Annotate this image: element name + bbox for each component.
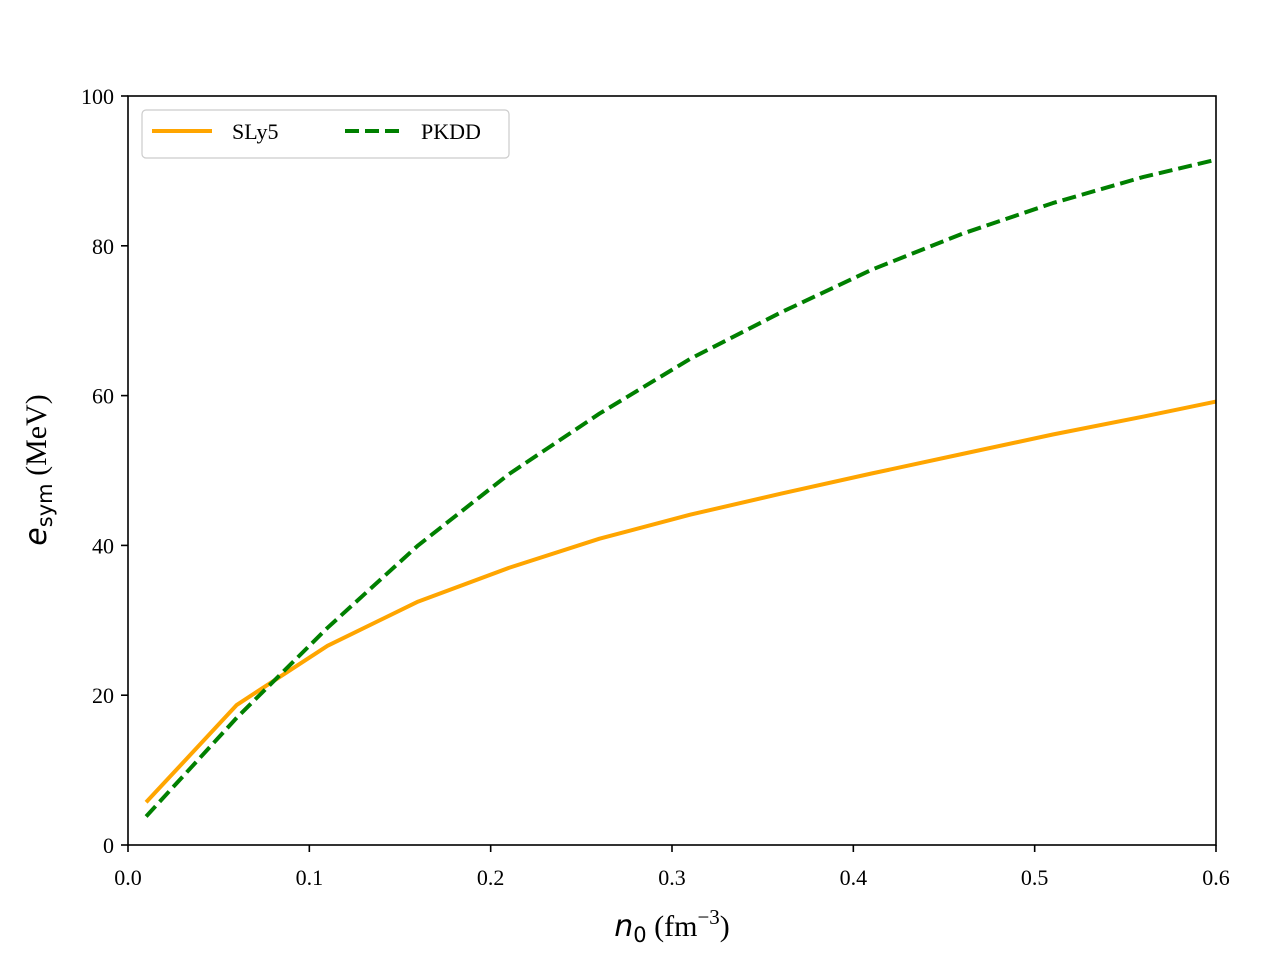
x-axis-title: n0 (fm−3) — [614, 905, 730, 947]
y-tick-label: 20 — [92, 683, 114, 708]
y-tick-label: 100 — [81, 84, 114, 109]
legend-label-pkdd: PKDD — [421, 119, 481, 144]
plot-lines — [144, 157, 1217, 818]
legend: SLy5 PKDD — [141, 109, 510, 159]
y-tick-label: 0 — [103, 833, 114, 858]
x-tick-label: 0.4 — [840, 865, 868, 890]
x-tick-label: 0.1 — [296, 865, 324, 890]
x-tick-label: 0.5 — [1021, 865, 1049, 890]
x-tick-label: 0.0 — [114, 865, 142, 890]
x-tick-label: 0.2 — [477, 865, 505, 890]
y-tick-label: 40 — [92, 533, 114, 558]
y-tick-label: 60 — [92, 384, 114, 409]
y-axis-title: esym (MeV) — [19, 394, 57, 545]
x-tick-label: 0.3 — [658, 865, 686, 890]
legend-label-sly5: SLy5 — [232, 119, 278, 144]
y-axis-ticks: 0 20 40 60 80 100 — [81, 84, 128, 858]
x-tick-label: 0.6 — [1202, 865, 1230, 890]
x-axis-ticks: 0.0 0.1 0.2 0.3 0.4 0.5 0.6 — [114, 845, 1230, 890]
y-tick-label: 80 — [92, 234, 114, 259]
legend-frame — [141, 109, 510, 159]
